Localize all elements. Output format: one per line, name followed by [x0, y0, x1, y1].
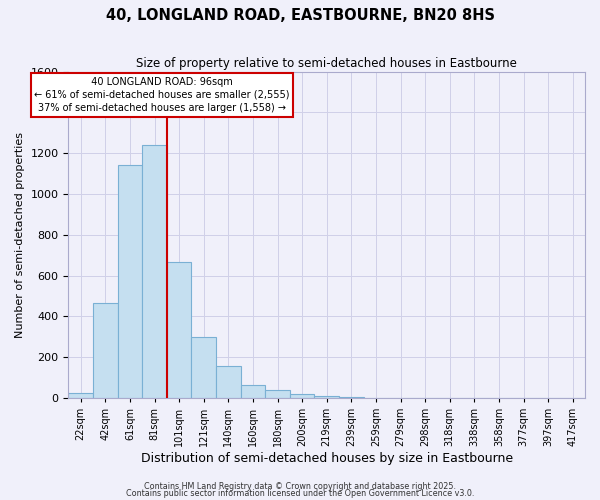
Bar — [265, 390, 290, 398]
Text: 40 LONGLAND ROAD: 96sqm  
← 61% of semi-detached houses are smaller (2,555)
37% : 40 LONGLAND ROAD: 96sqm ← 61% of semi-de… — [34, 77, 290, 113]
Bar — [290, 394, 314, 398]
Bar — [216, 366, 241, 398]
Y-axis label: Number of semi-detached properties: Number of semi-detached properties — [15, 132, 25, 338]
Bar — [241, 385, 265, 398]
Bar — [68, 393, 93, 398]
Bar — [314, 396, 339, 398]
Bar — [142, 145, 167, 398]
Bar — [191, 337, 216, 398]
X-axis label: Distribution of semi-detached houses by size in Eastbourne: Distribution of semi-detached houses by … — [140, 452, 513, 465]
Bar — [118, 166, 142, 398]
Text: Contains public sector information licensed under the Open Government Licence v3: Contains public sector information licen… — [126, 490, 474, 498]
Text: Contains HM Land Registry data © Crown copyright and database right 2025.: Contains HM Land Registry data © Crown c… — [144, 482, 456, 491]
Bar — [93, 303, 118, 398]
Bar — [339, 397, 364, 398]
Bar — [167, 262, 191, 398]
Text: 40, LONGLAND ROAD, EASTBOURNE, BN20 8HS: 40, LONGLAND ROAD, EASTBOURNE, BN20 8HS — [106, 8, 494, 22]
Title: Size of property relative to semi-detached houses in Eastbourne: Size of property relative to semi-detach… — [136, 58, 517, 70]
